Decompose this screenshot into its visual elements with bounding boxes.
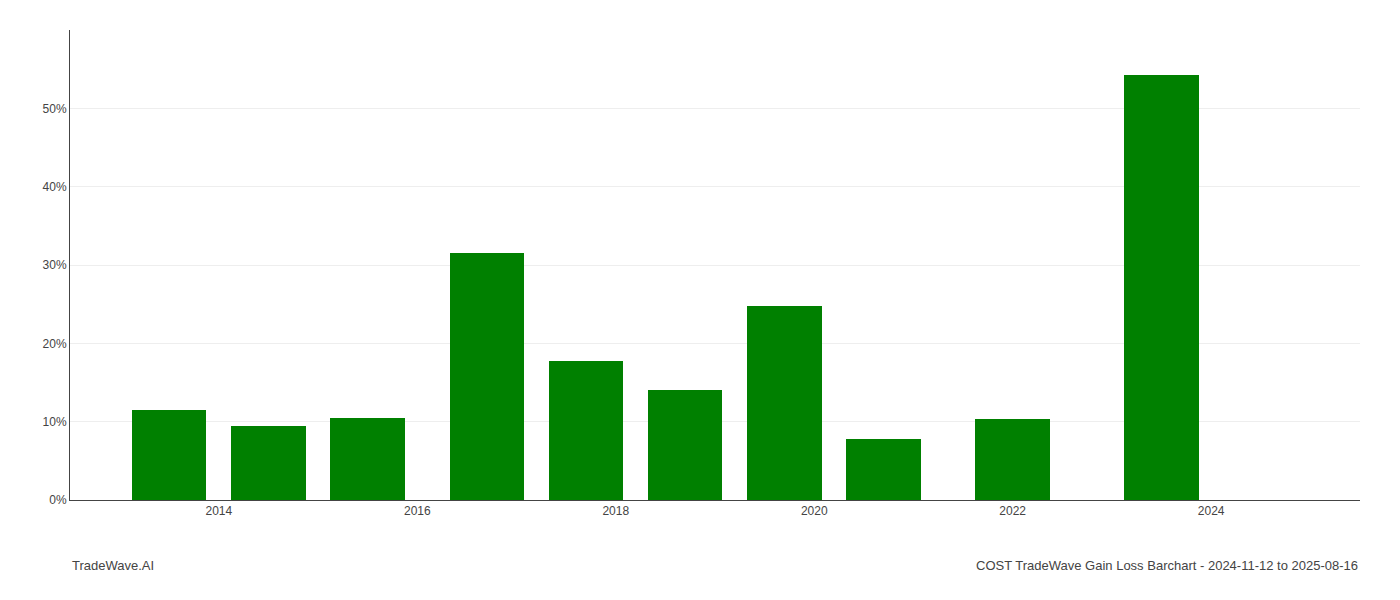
svg-text:2022: 2022: [999, 504, 1026, 518]
svg-text:10%: 10%: [43, 415, 67, 429]
svg-text:20%: 20%: [43, 337, 67, 351]
svg-text:COST TradeWave Gain Loss Barch: COST TradeWave Gain Loss Barchart - 2024…: [976, 558, 1358, 573]
svg-text:30%: 30%: [43, 258, 67, 272]
svg-text:40%: 40%: [43, 180, 67, 194]
svg-text:TradeWave.AI: TradeWave.AI: [72, 558, 154, 573]
svg-text:2014: 2014: [205, 504, 232, 518]
svg-text:2016: 2016: [404, 504, 431, 518]
svg-text:2024: 2024: [1198, 504, 1225, 518]
svg-text:50%: 50%: [43, 102, 67, 116]
svg-text:0%: 0%: [49, 493, 67, 507]
svg-text:2018: 2018: [602, 504, 629, 518]
svg-text:2020: 2020: [801, 504, 828, 518]
